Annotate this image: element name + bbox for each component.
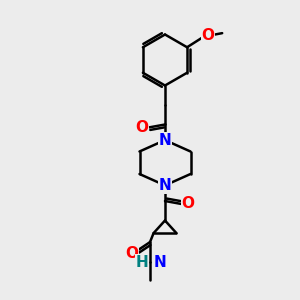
Text: O: O — [182, 196, 195, 211]
Text: N: N — [159, 133, 171, 148]
Text: N: N — [154, 255, 167, 270]
Text: N: N — [159, 178, 171, 193]
Text: O: O — [135, 120, 148, 135]
Text: O: O — [125, 246, 139, 261]
Text: H: H — [136, 255, 148, 270]
Text: O: O — [202, 28, 214, 43]
